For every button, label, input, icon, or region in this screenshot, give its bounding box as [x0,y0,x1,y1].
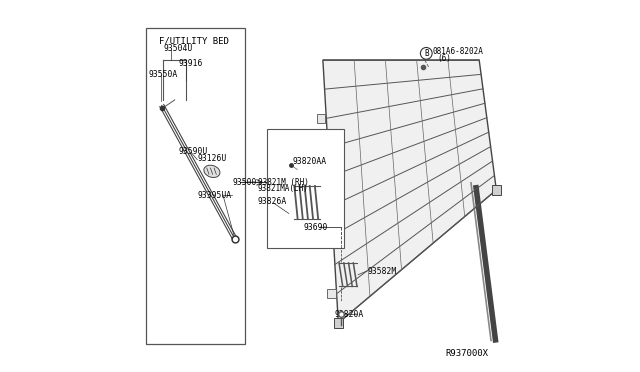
Text: 93820AA: 93820AA [292,157,326,166]
Text: 93590U: 93590U [179,147,208,156]
Text: R937000X: R937000X [445,349,488,358]
Bar [321,172,328,181]
Polygon shape [323,60,497,323]
Text: 93550A: 93550A [149,70,178,79]
Text: 93821MA(LH): 93821MA(LH) [258,184,308,193]
Bar [328,289,335,298]
Text: 93500: 93500 [232,178,257,187]
Text: 93820A: 93820A [335,311,364,320]
Text: 93690: 93690 [303,222,328,231]
Text: 93504U: 93504U [163,44,193,53]
Text: 93916: 93916 [179,59,204,68]
Text: (6): (6) [437,54,451,63]
Bar [324,231,332,240]
Text: 93826A: 93826A [258,197,287,206]
Text: F/UTILITY BED: F/UTILITY BED [159,37,228,46]
Text: 93126U: 93126U [197,154,227,163]
Text: 93582M: 93582M [367,266,397,276]
Bar [333,318,343,328]
Bar [146,28,245,344]
Circle shape [420,48,432,59]
Bar [267,129,344,248]
Text: 93821M (RH): 93821M (RH) [258,178,308,187]
Text: 93395UA: 93395UA [197,191,232,200]
Text: B: B [424,49,429,58]
Bar [317,114,325,123]
Text: 081A6-8202A: 081A6-8202A [433,46,484,56]
Ellipse shape [204,165,220,177]
Bar [492,185,501,195]
